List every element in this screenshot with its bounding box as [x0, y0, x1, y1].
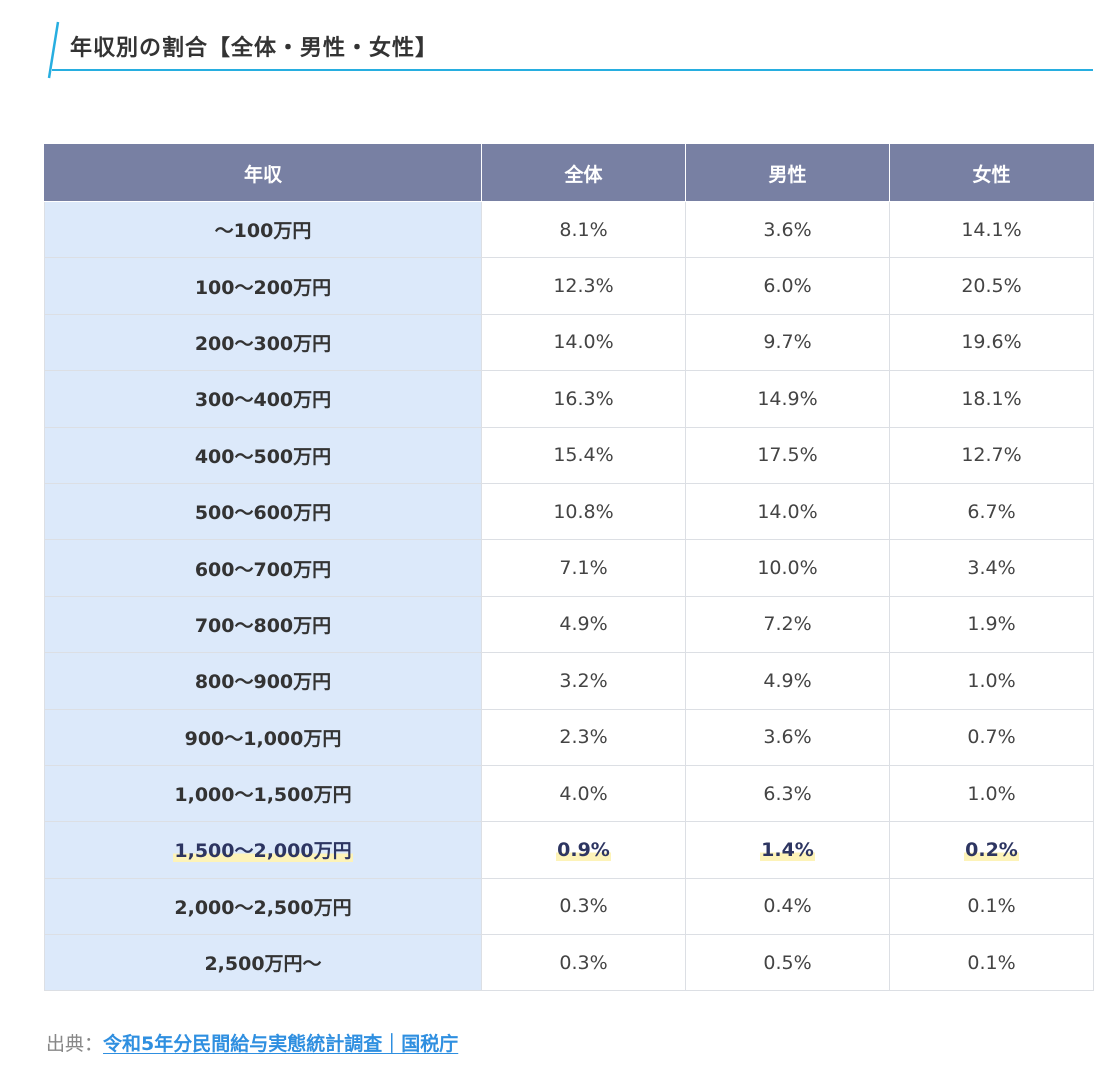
female-cell: 6.7%	[889, 482, 1094, 541]
table-row: 1,000～1,500万円 4.0% 6.3% 1.0%	[44, 764, 1094, 823]
table-body: ～100万円 8.1% 3.6% 14.1% 100～200万円 12.3% 6.0% 20.…	[44, 200, 1094, 992]
all-cell: 4.0%	[481, 764, 686, 823]
all-cell: 10.8%	[481, 482, 686, 541]
male-cell: 10.0%	[685, 539, 890, 597]
page-title: 年収別の割合【全体・男性・女性】	[70, 36, 439, 61]
male-cell: 3.6%	[685, 200, 890, 259]
female-cell: 0.1%	[889, 877, 1094, 936]
range-cell: 1,500～2,000万円	[44, 821, 482, 879]
range-cell: 900～1,000万円	[44, 708, 482, 766]
range-cell: 400～500万円	[44, 426, 482, 484]
all-cell: 16.3%	[481, 370, 686, 428]
all-cell: 12.3%	[481, 257, 686, 315]
table-row: 300～400万円 16.3% 14.9% 18.1%	[44, 370, 1094, 428]
heading-underline	[52, 69, 1093, 71]
male-cell: 6.0%	[685, 257, 890, 315]
all-cell: 2.3%	[481, 708, 686, 766]
male-cell: 6.3%	[685, 764, 890, 823]
all-cell: 7.1%	[481, 539, 686, 597]
female-cell: 19.6%	[889, 313, 1094, 372]
range-cell: 600～700万円	[44, 539, 482, 597]
range-cell: 300～400万円	[44, 370, 482, 428]
source-label: 出典：	[46, 1033, 104, 1055]
range-cell: 1,000～1,500万円	[44, 764, 482, 823]
table-row: 800～900万円 3.2% 4.9% 1.0%	[44, 652, 1094, 710]
slash-accent-icon	[47, 21, 60, 79]
header-income: 年収	[44, 144, 482, 202]
female-cell: 0.7%	[889, 708, 1094, 766]
table-header-row: 年収 全体 男性 女性	[44, 144, 1094, 202]
male-cell: 0.4%	[685, 877, 890, 936]
female-cell: 3.4%	[889, 539, 1094, 597]
male-cell: 9.7%	[685, 313, 890, 372]
female-cell: 1.9%	[889, 595, 1094, 654]
range-cell: ～100万円	[44, 200, 482, 259]
male-cell: 0.5%	[685, 934, 890, 992]
range-cell: 700～800万円	[44, 595, 482, 654]
male-cell: 7.2%	[685, 595, 890, 654]
all-cell: 8.1%	[481, 200, 686, 259]
table-row: 400～500万円 15.4% 17.5% 12.7%	[44, 426, 1094, 484]
table-row: 700～800万円 4.9% 7.2% 1.9%	[44, 595, 1094, 654]
all-cell: 4.9%	[481, 595, 686, 654]
male-cell: 17.5%	[685, 426, 890, 484]
header-male: 男性	[685, 144, 890, 202]
table-row: 2,000～2,500万円 0.3% 0.4% 0.1%	[44, 877, 1094, 936]
section-heading: 年収別の割合【全体・男性・女性】	[0, 0, 1100, 80]
male-cell: 1.4%	[685, 821, 890, 879]
all-cell: 0.9%	[481, 821, 686, 879]
female-cell: 0.1%	[889, 934, 1094, 992]
table-row: 500～600万円 10.8% 14.0% 6.7%	[44, 482, 1094, 541]
range-cell: 200～300万円	[44, 313, 482, 372]
range-cell: 100～200万円	[44, 257, 482, 315]
header-all: 全体	[481, 144, 686, 202]
range-cell: 2,500万円～	[44, 934, 482, 992]
all-cell: 15.4%	[481, 426, 686, 484]
female-cell: 20.5%	[889, 257, 1094, 315]
source-link[interactable]: 令和5年分民間給与実態統計調査｜国税庁	[103, 1033, 459, 1055]
table-row: 200～300万円 14.0% 9.7% 19.6%	[44, 313, 1094, 372]
table-row: 2,500万円～ 0.3% 0.5% 0.1%	[44, 934, 1094, 992]
table-row: 1,500～2,000万円 0.9% 1.4% 0.2%	[44, 821, 1094, 879]
male-cell: 14.0%	[685, 482, 890, 541]
range-cell: 500～600万円	[44, 482, 482, 541]
header-female: 女性	[889, 144, 1094, 202]
female-cell: 12.7%	[889, 426, 1094, 484]
female-cell: 1.0%	[889, 764, 1094, 823]
income-ratio-table: 年収 全体 男性 女性 ～100万円 8.1% 3.6% 14.1% 100～200万円…	[44, 144, 1094, 992]
range-cell: 2,000～2,500万円	[44, 877, 482, 936]
female-cell: 0.2%	[889, 821, 1094, 879]
table-row: ～100万円 8.1% 3.6% 14.1%	[44, 200, 1094, 259]
all-cell: 14.0%	[481, 313, 686, 372]
table-row: 600～700万円 7.1% 10.0% 3.4%	[44, 539, 1094, 597]
male-cell: 4.9%	[685, 652, 890, 710]
all-cell: 0.3%	[481, 934, 686, 992]
female-cell: 18.1%	[889, 370, 1094, 428]
range-cell: 800～900万円	[44, 652, 482, 710]
male-cell: 3.6%	[685, 708, 890, 766]
male-cell: 14.9%	[685, 370, 890, 428]
all-cell: 0.3%	[481, 877, 686, 936]
all-cell: 3.2%	[481, 652, 686, 710]
female-cell: 14.1%	[889, 200, 1094, 259]
table-row: 900～1,000万円 2.3% 3.6% 0.7%	[44, 708, 1094, 766]
source-citation: 出典：令和5年分民間給与実態統計調査｜国税庁	[46, 1029, 458, 1056]
table-row: 100～200万円 12.3% 6.0% 20.5%	[44, 257, 1094, 315]
female-cell: 1.0%	[889, 652, 1094, 710]
